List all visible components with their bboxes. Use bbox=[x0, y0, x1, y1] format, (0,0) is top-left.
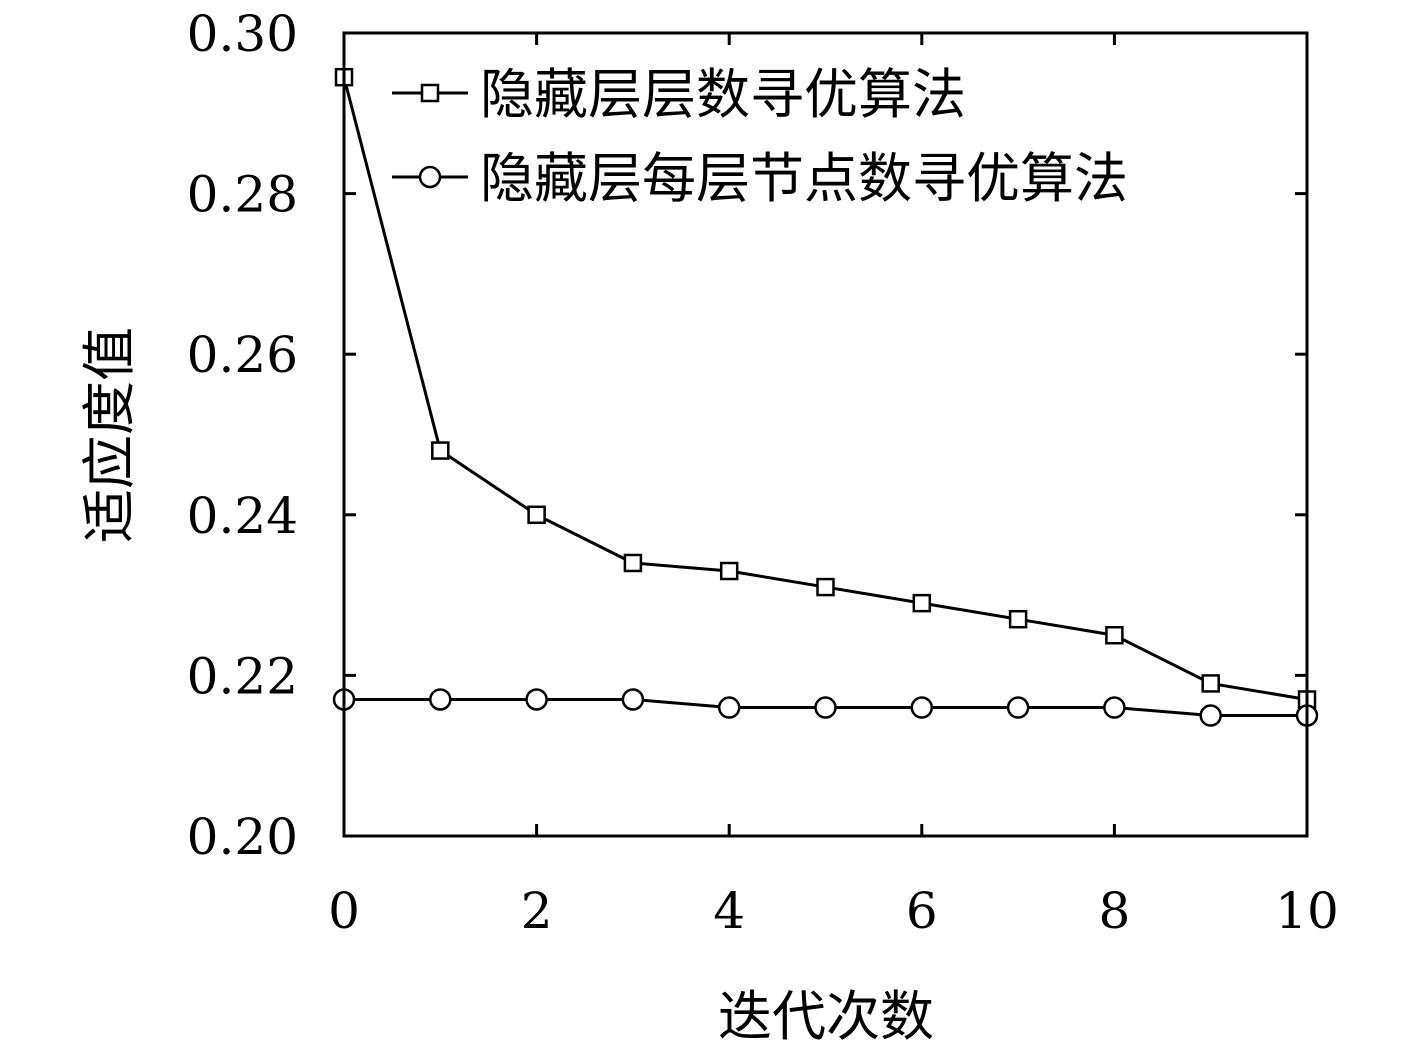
series-1-square-point bbox=[527, 505, 546, 525]
y-tick-label: 0.28 bbox=[187, 166, 298, 224]
series-2-circle-point bbox=[1006, 696, 1030, 719]
legend-label: 隐藏层层数寻优算法 bbox=[480, 63, 966, 126]
y-axis-title: 适应度值 bbox=[78, 327, 141, 543]
x-tick-label: 8 bbox=[1098, 882, 1130, 940]
series-1 bbox=[334, 67, 1317, 709]
plot-frame bbox=[342, 31, 1309, 838]
series-1-square-point bbox=[1201, 674, 1220, 693]
axis-layer: 0 2 4 6 8 10 0.20 0.22 0.24 0.26 0.28 0.30 bbox=[187, 5, 1339, 940]
series-2-circle-point bbox=[1103, 696, 1126, 719]
series-1-square-point bbox=[1008, 609, 1028, 629]
x-tick-label: 0 bbox=[328, 882, 360, 940]
series-1-square-point bbox=[623, 553, 643, 573]
series-1-square-point bbox=[816, 577, 835, 597]
legend-square-marker bbox=[420, 83, 440, 103]
y-tick-label: 0.30 bbox=[187, 5, 298, 63]
series-2-circle-point bbox=[814, 696, 837, 719]
series-2-circle-point bbox=[717, 696, 741, 719]
x-tick-label: 4 bbox=[713, 882, 745, 940]
series-2-circle-point bbox=[429, 688, 452, 711]
series-2-circle-point bbox=[1199, 704, 1222, 727]
x-tick-label: 6 bbox=[906, 882, 938, 940]
series-2 bbox=[332, 688, 1319, 727]
x-tick-label: 2 bbox=[521, 882, 553, 940]
y-tick-label: 0.26 bbox=[187, 326, 298, 384]
legend-circle-marker bbox=[418, 165, 442, 189]
series-1-square-point bbox=[1105, 626, 1124, 645]
y-tick-label: 0.20 bbox=[187, 808, 298, 866]
series-2-circle-point bbox=[621, 688, 645, 711]
legend-label: 隐藏层每层节点数寻优算法 bbox=[480, 147, 1128, 210]
x-axis-title: 迭代次数 bbox=[718, 985, 934, 1048]
series-1-square-point bbox=[431, 441, 450, 460]
x-tick-label: 10 bbox=[1275, 882, 1339, 940]
series-1-square-point bbox=[719, 561, 739, 581]
series-layer bbox=[332, 67, 1319, 727]
series-2-circle-point bbox=[910, 696, 934, 719]
y-tick-label: 0.24 bbox=[187, 487, 298, 545]
y-tick-label: 0.22 bbox=[187, 647, 298, 705]
series-2-circle-point bbox=[525, 688, 548, 711]
series-1-square-point bbox=[912, 593, 932, 613]
